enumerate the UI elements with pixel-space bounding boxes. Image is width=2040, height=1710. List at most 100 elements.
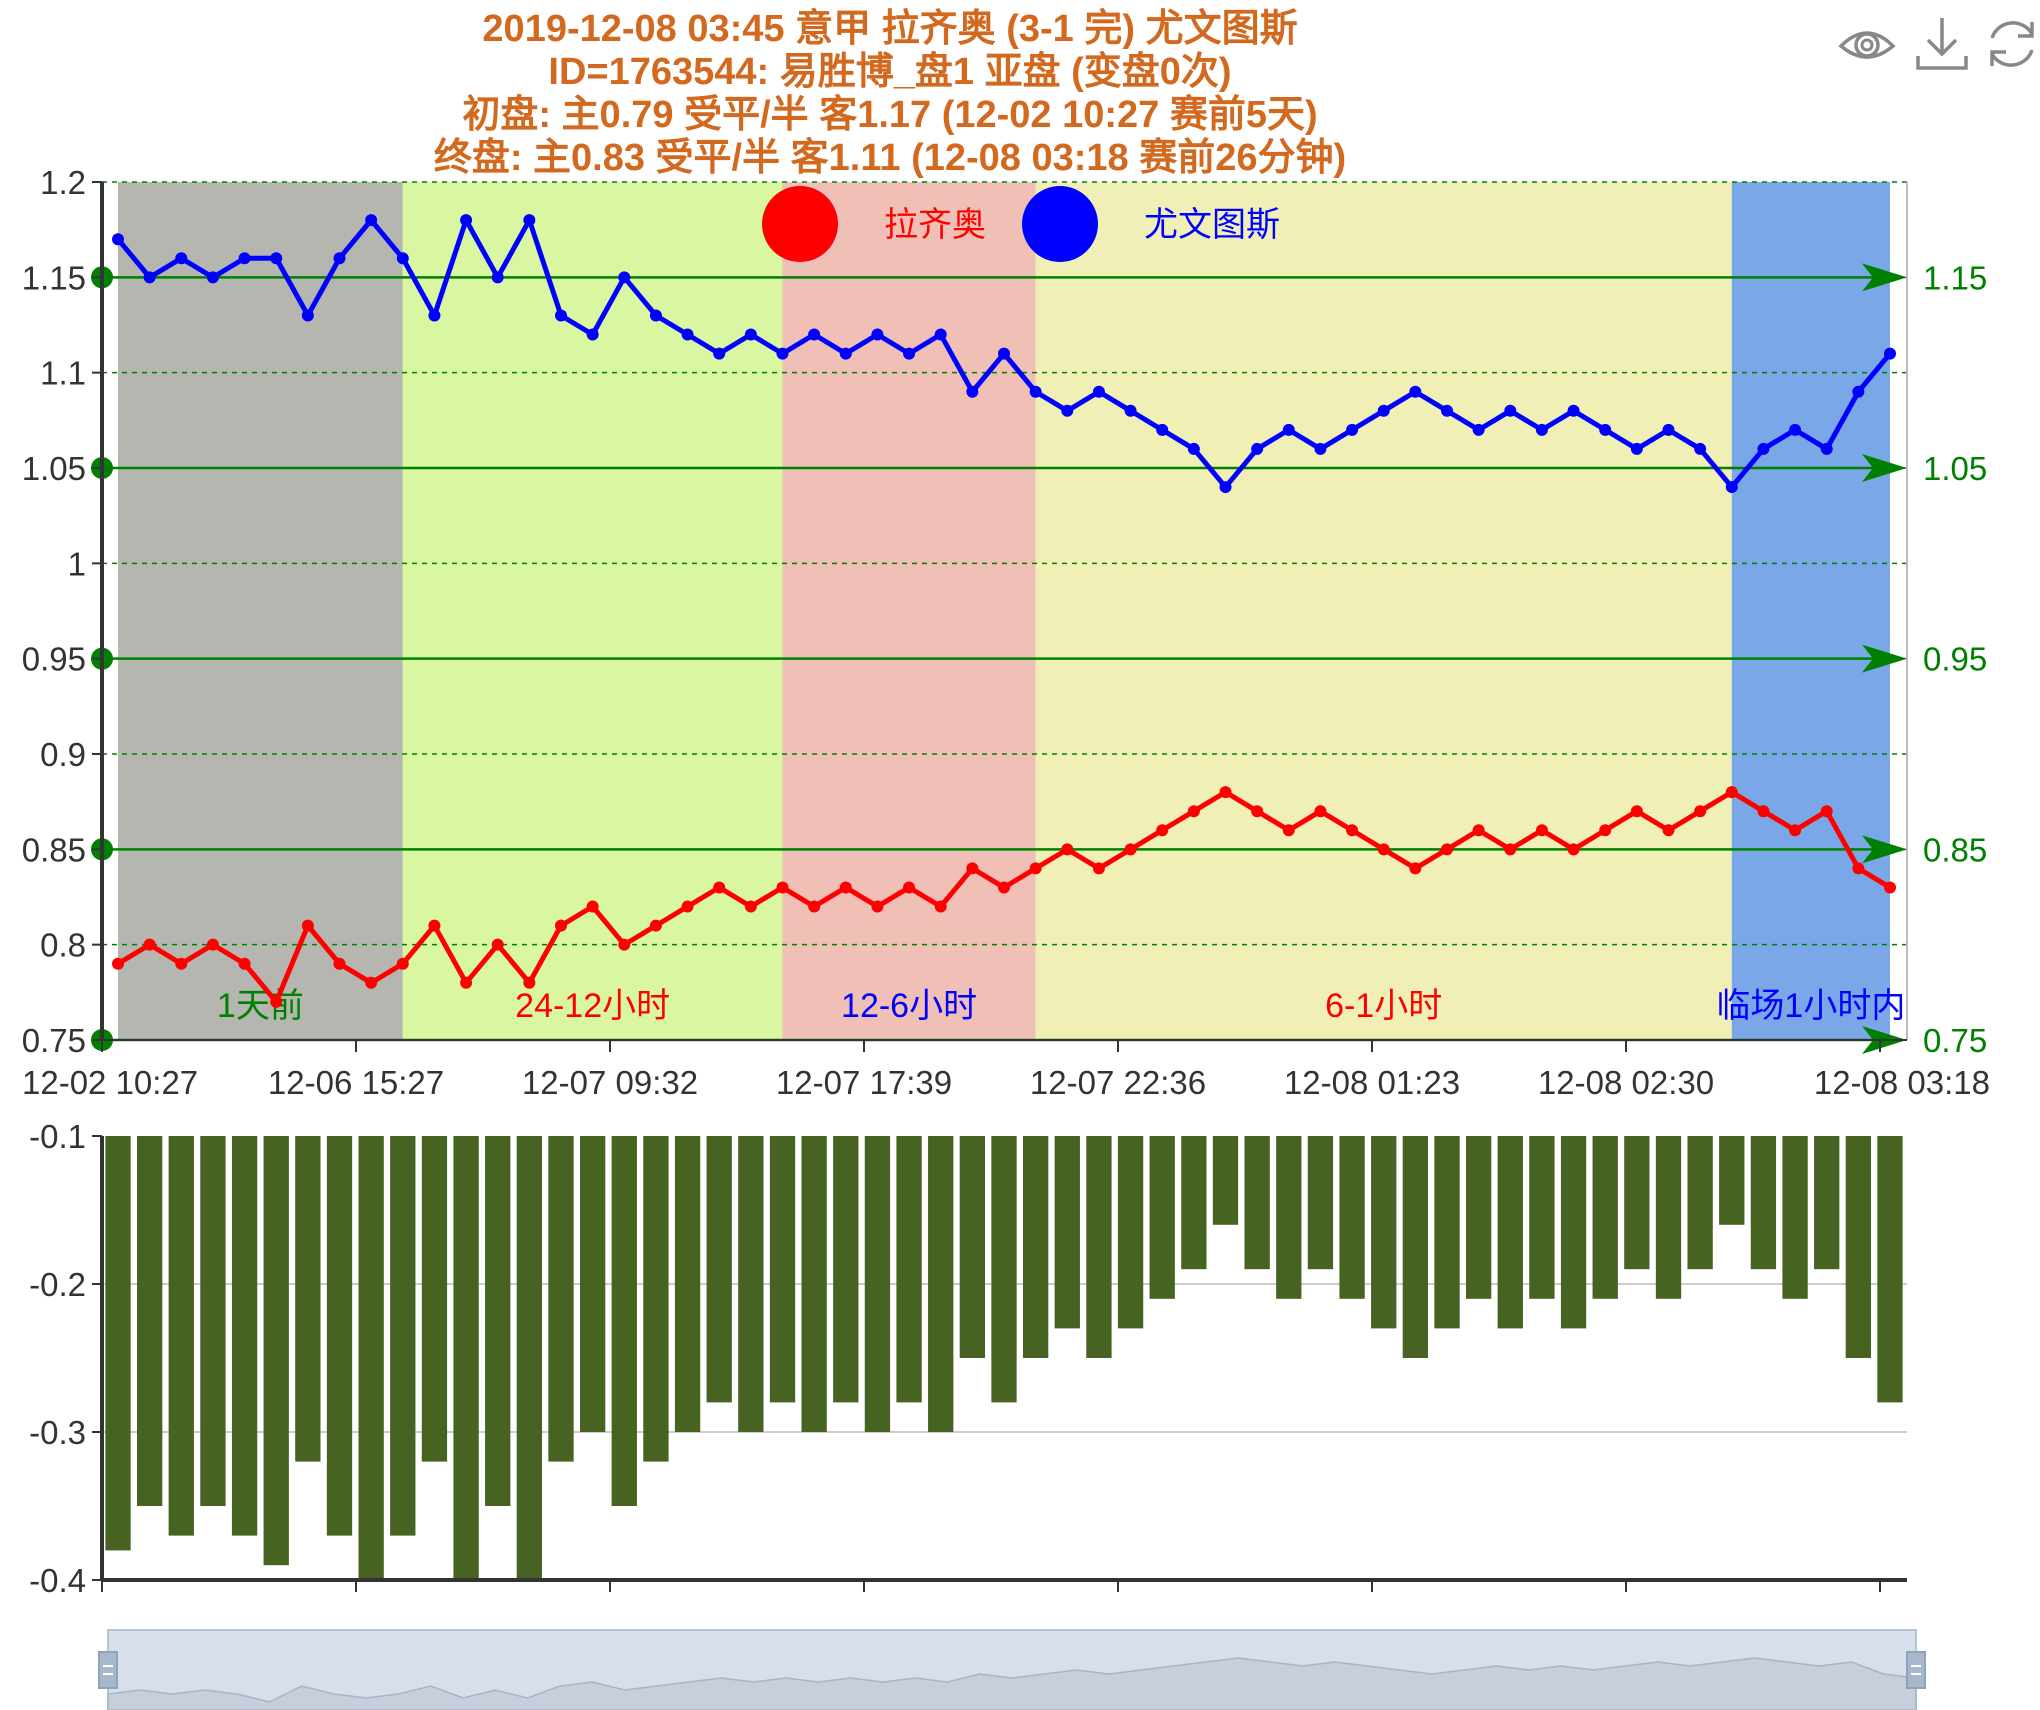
zoom-handle-left[interactable] [98, 1651, 118, 1689]
bar [1434, 1136, 1460, 1329]
y-tick-label: 1.15 [22, 259, 86, 296]
series-point [1314, 442, 1327, 455]
series-point [1662, 824, 1675, 837]
zoom-handle-right[interactable] [1906, 1651, 1926, 1689]
series-point [1187, 805, 1200, 818]
mark-line-label: 1.05 [1923, 450, 1987, 487]
refresh-icon[interactable] [1980, 12, 2040, 76]
bar [1560, 1136, 1587, 1329]
series-point [1219, 481, 1232, 494]
series-point [301, 919, 314, 932]
legend[interactable]: 拉齐奥 尤文图斯 [762, 186, 1280, 262]
series-point [1820, 442, 1833, 455]
bar [1750, 1136, 1777, 1270]
mark-line-label: 1.15 [1923, 259, 1987, 296]
zones-layer: 1天前 24-12小时 12-6小时 6-1小时 临场1小时内 [118, 182, 1905, 1040]
series-point [1884, 347, 1896, 360]
bar [1086, 1136, 1112, 1358]
legend-marker-1 [762, 186, 838, 262]
series-point [1630, 442, 1643, 455]
bar [1402, 1136, 1429, 1358]
eye-icon[interactable] [1835, 12, 1899, 76]
bar [1212, 1136, 1239, 1225]
bar [231, 1136, 258, 1536]
series-point [966, 862, 979, 875]
bar [1814, 1136, 1840, 1270]
zone-label-5: 临场1小时内 [1716, 987, 1905, 1025]
bar [263, 1136, 289, 1566]
bar [1371, 1136, 1397, 1329]
series-point [1029, 862, 1042, 875]
x-tick-label: 12-08 02:30 [1538, 1064, 1714, 1101]
bar [326, 1136, 353, 1536]
zone-4 [1035, 182, 1732, 1040]
series-point [1346, 423, 1359, 436]
x-tick-label: 12-07 22:36 [1030, 1064, 1206, 1101]
title-line-4: 终盘: 主0.83 受平/半 客1.11 (12-08 03:18 赛前26分钟… [433, 137, 1347, 179]
series-point [1092, 385, 1105, 398]
zone-2 [402, 182, 783, 1040]
bar [548, 1136, 574, 1462]
series-point [1504, 404, 1517, 417]
bar [295, 1136, 321, 1462]
bar [358, 1136, 384, 1580]
bar-y-tick-label: -0.4 [29, 1562, 86, 1599]
series-point [681, 900, 694, 913]
series-point [903, 881, 916, 894]
series-point [1662, 423, 1675, 436]
series-point [586, 328, 599, 341]
series-point [1409, 385, 1422, 398]
series-point [1029, 385, 1042, 398]
series-point [1377, 404, 1390, 417]
bar [674, 1136, 701, 1432]
series-point [744, 900, 757, 913]
series-point [175, 252, 188, 265]
series-point [1061, 404, 1074, 417]
bar [1497, 1136, 1523, 1329]
download-icon[interactable] [1910, 12, 1974, 76]
series-point [523, 976, 536, 989]
bar [1465, 1136, 1492, 1299]
series-point [460, 214, 473, 227]
bar [1276, 1136, 1302, 1299]
y-tick-label: 1 [68, 545, 86, 582]
bar [1845, 1136, 1872, 1358]
series-point [301, 309, 314, 322]
bar [991, 1136, 1017, 1403]
bar [738, 1136, 764, 1432]
series-point [1251, 442, 1264, 455]
bar [1655, 1136, 1682, 1299]
series-point [1535, 824, 1548, 837]
x-tick-label: 12-08 01:23 [1284, 1064, 1460, 1101]
bar-y-tick-label: -0.1 [29, 1118, 86, 1155]
zoom-preview [107, 1657, 1917, 1710]
series-point [1567, 404, 1580, 417]
legend-label-2: 尤文图斯 [1144, 206, 1280, 244]
zone-label-4: 6-1小时 [1325, 987, 1442, 1025]
series-point [1187, 442, 1200, 455]
series-point [112, 957, 124, 970]
series-point [1092, 862, 1105, 875]
series-point [523, 214, 536, 227]
y-tick-label: 1.05 [22, 450, 86, 487]
series-point [333, 957, 346, 970]
series-point [1789, 423, 1802, 436]
series-point [1725, 786, 1738, 799]
y-tick-label: 1.1 [40, 355, 86, 392]
series-point [270, 995, 283, 1008]
bar [1529, 1136, 1555, 1299]
title-line-3: 初盘: 主0.79 受平/半 客1.17 (12-02 10:27 赛前5天) [462, 94, 1318, 136]
series-point [491, 938, 504, 951]
series-point [808, 328, 821, 341]
series-point [713, 881, 726, 894]
mark-line-arrow [1862, 835, 1907, 864]
bar [579, 1136, 606, 1432]
series-point [112, 233, 124, 246]
zone-1 [118, 182, 403, 1040]
series-point [1852, 385, 1865, 398]
series-point [1124, 404, 1137, 417]
x-tick-label: 12-08 03:18 [1814, 1064, 1990, 1101]
data-zoom-slider[interactable] [98, 1629, 1926, 1710]
y-tick-label: 0.95 [22, 641, 86, 678]
series-point [839, 347, 852, 360]
